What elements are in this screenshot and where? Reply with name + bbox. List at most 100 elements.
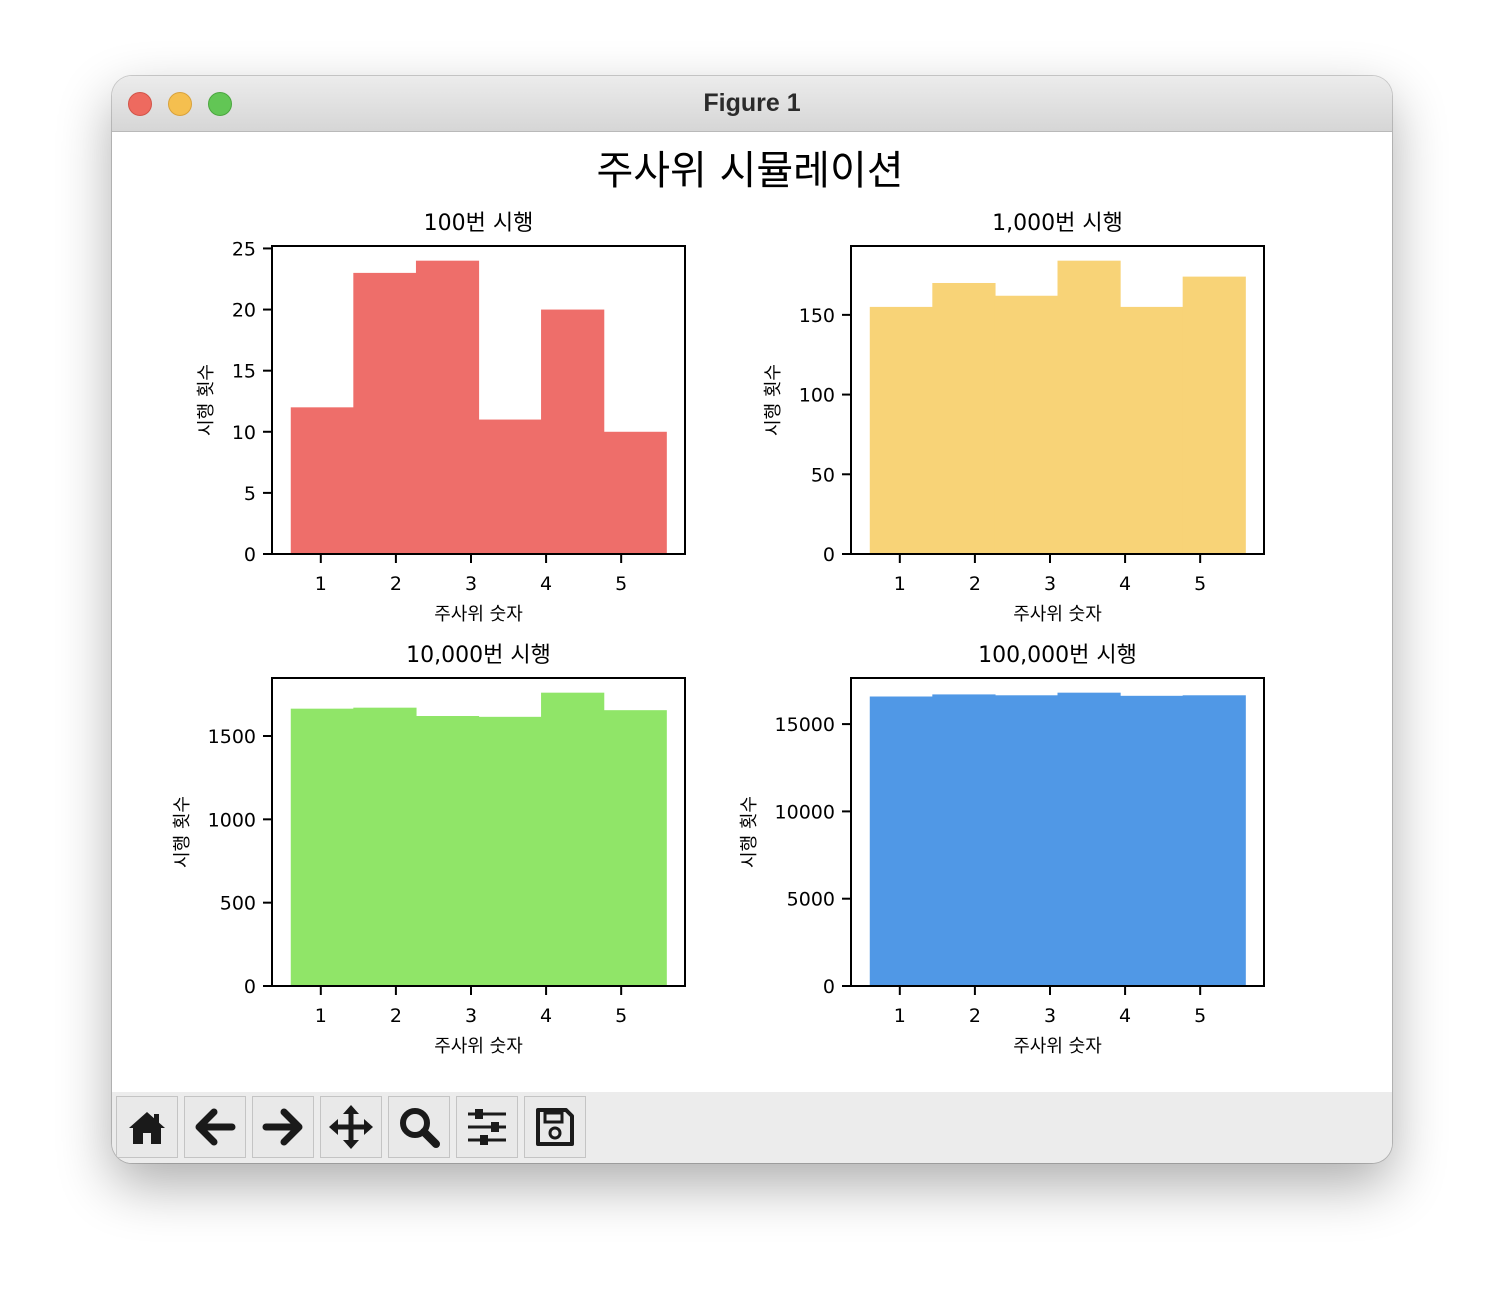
histogram-bar bbox=[1182, 276, 1246, 554]
x-tick-label: 1 bbox=[315, 1005, 327, 1027]
histogram-bar bbox=[478, 419, 542, 554]
window-title: Figure 1 bbox=[703, 89, 801, 117]
histogram-bar bbox=[994, 295, 1059, 554]
y-tick-label: 0 bbox=[244, 544, 256, 566]
x-tick-label: 4 bbox=[540, 573, 552, 595]
histogram-bar bbox=[932, 282, 996, 554]
x-tick-label: 3 bbox=[1044, 573, 1056, 595]
arrow-right-icon bbox=[262, 1108, 303, 1146]
y-axis-label: 시행 횟수 bbox=[763, 364, 784, 436]
y-tick-label: 50 bbox=[811, 464, 835, 486]
y-tick-label: 20 bbox=[232, 300, 256, 322]
magnifier-icon bbox=[400, 1108, 440, 1148]
axes-frame bbox=[850, 245, 1265, 555]
x-axis-label: 주사위 숫자 bbox=[1013, 1036, 1102, 1057]
y-tick-label: 0 bbox=[823, 544, 835, 566]
histogram-bar bbox=[869, 696, 933, 986]
title-bar: Figure 1 bbox=[112, 76, 1392, 132]
y-axis-label: 시행 횟수 bbox=[739, 796, 760, 868]
back-button[interactable] bbox=[184, 1096, 246, 1158]
x-tick-label: 1 bbox=[894, 1005, 906, 1027]
x-tick-label: 4 bbox=[540, 1005, 552, 1027]
histogram-bar bbox=[1120, 695, 1184, 986]
y-tick-label: 10000 bbox=[775, 801, 835, 823]
histogram-bar bbox=[478, 716, 542, 986]
x-tick-label: 4 bbox=[1119, 1005, 1131, 1027]
histogram-bar bbox=[1057, 692, 1121, 986]
histogram-bar bbox=[932, 694, 996, 986]
y-tick-label: 100 bbox=[799, 385, 835, 407]
histogram-bar bbox=[290, 407, 354, 554]
x-tick-label: 3 bbox=[1044, 1005, 1056, 1027]
x-tick-label: 1 bbox=[894, 573, 906, 595]
x-tick-label: 2 bbox=[390, 573, 402, 595]
y-axis-label: 시행 횟수 bbox=[196, 364, 217, 436]
histogram-bar bbox=[994, 695, 1059, 986]
configure-subplots-button[interactable] bbox=[456, 1096, 518, 1158]
y-tick-label: 15000 bbox=[775, 714, 835, 736]
x-axis-label: 주사위 숫자 bbox=[434, 1036, 523, 1057]
y-tick-label: 10 bbox=[232, 422, 256, 444]
home-button[interactable] bbox=[116, 1096, 178, 1158]
subplot-title: 10,000번 시행 bbox=[406, 643, 551, 668]
subplot-title: 100,000번 시행 bbox=[978, 643, 1137, 668]
figure-canvas: 주사위 시뮬레이션 1 2 3 4 5 0 5 10 15 20 25 100번 시행 주사위 숫자 시행… bbox=[112, 132, 1392, 1092]
histogram-bar bbox=[603, 431, 667, 554]
x-tick-label: 4 bbox=[1119, 573, 1131, 595]
y-tick-label: 1000 bbox=[208, 809, 256, 831]
x-axis-label: 주사위 숫자 bbox=[434, 604, 523, 625]
subplot-title: 100번 시행 bbox=[424, 211, 534, 236]
x-axis-label: 주사위 숫자 bbox=[1013, 604, 1102, 625]
sliders-icon bbox=[468, 1109, 506, 1145]
arrow-left-icon bbox=[195, 1108, 236, 1146]
y-tick-label: 15 bbox=[232, 361, 256, 383]
histogram-bar bbox=[353, 707, 417, 986]
y-tick-label: 0 bbox=[244, 976, 256, 998]
x-tick-label: 1 bbox=[315, 573, 327, 595]
histogram-bar bbox=[1182, 695, 1246, 986]
histogram-bar bbox=[603, 710, 667, 986]
subplot-title: 1,000번 시행 bbox=[992, 211, 1123, 236]
zoom-window-button[interactable] bbox=[208, 92, 232, 116]
histogram-bar bbox=[1057, 260, 1121, 554]
close-window-button[interactable] bbox=[128, 92, 152, 116]
pan-button[interactable] bbox=[320, 1096, 382, 1158]
histogram-bar bbox=[869, 306, 933, 554]
y-tick-label: 500 bbox=[220, 893, 256, 915]
histogram-bar bbox=[1120, 306, 1184, 554]
x-tick-label: 5 bbox=[1194, 573, 1206, 595]
axes-frame bbox=[271, 677, 686, 987]
save-button[interactable] bbox=[524, 1096, 586, 1158]
x-tick-label: 5 bbox=[1194, 1005, 1206, 1027]
home-icon bbox=[129, 1112, 165, 1144]
y-axis-label: 시행 횟수 bbox=[172, 796, 193, 868]
y-tick-label: 5000 bbox=[787, 889, 835, 911]
x-tick-label: 2 bbox=[969, 1005, 981, 1027]
figure-suptitle: 주사위 시뮬레이션 bbox=[596, 148, 903, 194]
x-tick-label: 2 bbox=[969, 573, 981, 595]
figure-window: Figure 1 주사위 시뮬레이션 1 2 3 4 5 0 5 10 15 20 25 100번 시… bbox=[112, 76, 1392, 1163]
zoom-button[interactable] bbox=[388, 1096, 450, 1158]
y-tick-label: 25 bbox=[232, 238, 256, 260]
x-tick-label: 3 bbox=[465, 1005, 477, 1027]
y-tick-label: 5 bbox=[244, 483, 256, 505]
histogram-bar bbox=[353, 272, 417, 554]
axes-frame bbox=[271, 245, 686, 555]
navigation-toolbar bbox=[112, 1092, 1392, 1163]
x-tick-label: 5 bbox=[615, 1005, 627, 1027]
forward-button[interactable] bbox=[252, 1096, 314, 1158]
x-tick-label: 3 bbox=[465, 573, 477, 595]
x-tick-label: 2 bbox=[390, 1005, 402, 1027]
histogram-bar bbox=[541, 309, 605, 554]
floppy-disk-icon bbox=[536, 1108, 574, 1146]
y-tick-label: 0 bbox=[823, 976, 835, 998]
histogram-bar bbox=[415, 716, 480, 986]
histogram-bar bbox=[290, 708, 354, 986]
histogram-bar bbox=[415, 260, 480, 554]
x-tick-label: 5 bbox=[615, 573, 627, 595]
minimize-window-button[interactable] bbox=[168, 92, 192, 116]
